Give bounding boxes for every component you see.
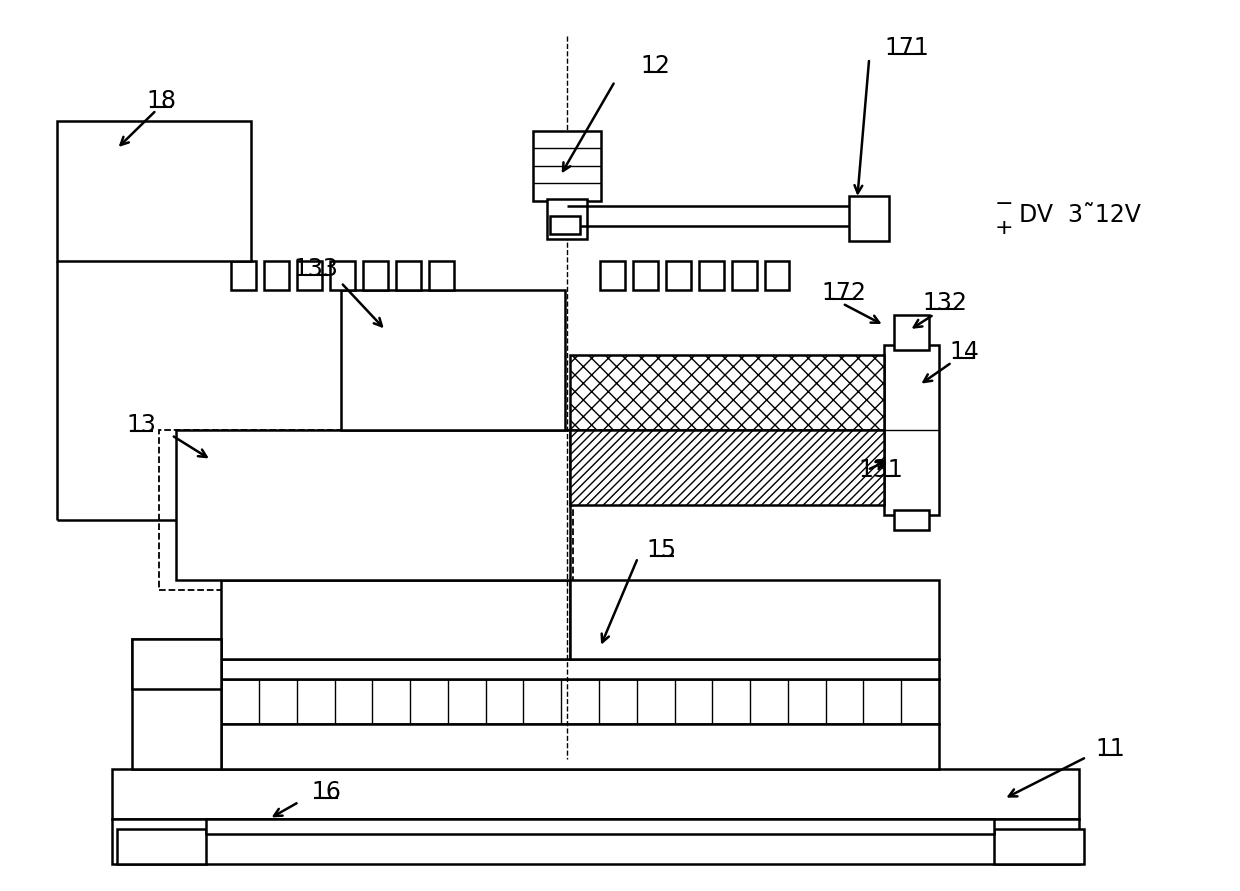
Bar: [298, 260, 322, 290]
Bar: [264, 260, 289, 290]
Bar: [221, 724, 939, 769]
Bar: [396, 260, 420, 290]
Bar: [231, 260, 257, 290]
Bar: [849, 196, 889, 241]
Bar: [884, 346, 939, 515]
Bar: [547, 199, 587, 239]
Text: 13: 13: [126, 413, 156, 437]
Bar: [732, 260, 756, 290]
Bar: [330, 260, 355, 290]
Text: −: −: [994, 193, 1013, 214]
Bar: [600, 260, 625, 290]
Bar: [570, 579, 939, 659]
Text: 132: 132: [923, 291, 967, 315]
Bar: [57, 121, 252, 260]
Bar: [221, 679, 939, 724]
Text: +: +: [994, 217, 1013, 238]
Bar: [429, 260, 454, 290]
Bar: [221, 659, 939, 679]
Bar: [632, 260, 658, 290]
Bar: [699, 260, 724, 290]
Text: 12: 12: [640, 54, 670, 78]
Bar: [533, 131, 601, 200]
Bar: [570, 430, 884, 505]
Bar: [112, 819, 1079, 863]
Bar: [206, 819, 993, 834]
Text: DV  3˜12V: DV 3˜12V: [1019, 203, 1141, 226]
Text: 14: 14: [949, 340, 978, 364]
Text: 11: 11: [1096, 737, 1126, 761]
Text: 133: 133: [294, 257, 339, 281]
Bar: [341, 290, 565, 430]
Bar: [160, 430, 573, 590]
Bar: [221, 579, 570, 659]
Bar: [894, 510, 929, 530]
Bar: [570, 356, 884, 430]
Bar: [666, 260, 691, 290]
Bar: [131, 640, 221, 690]
Bar: [894, 315, 929, 350]
Bar: [176, 430, 570, 579]
Text: 171: 171: [884, 37, 930, 61]
Text: 18: 18: [146, 89, 176, 113]
Bar: [551, 216, 580, 233]
Text: 131: 131: [859, 458, 904, 482]
Bar: [112, 769, 1079, 819]
Bar: [993, 829, 1084, 863]
Bar: [117, 829, 206, 863]
Bar: [765, 260, 790, 290]
Bar: [363, 260, 388, 290]
Text: 16: 16: [311, 780, 341, 804]
Text: 15: 15: [647, 537, 677, 561]
Text: 172: 172: [822, 282, 867, 306]
Bar: [131, 640, 221, 769]
